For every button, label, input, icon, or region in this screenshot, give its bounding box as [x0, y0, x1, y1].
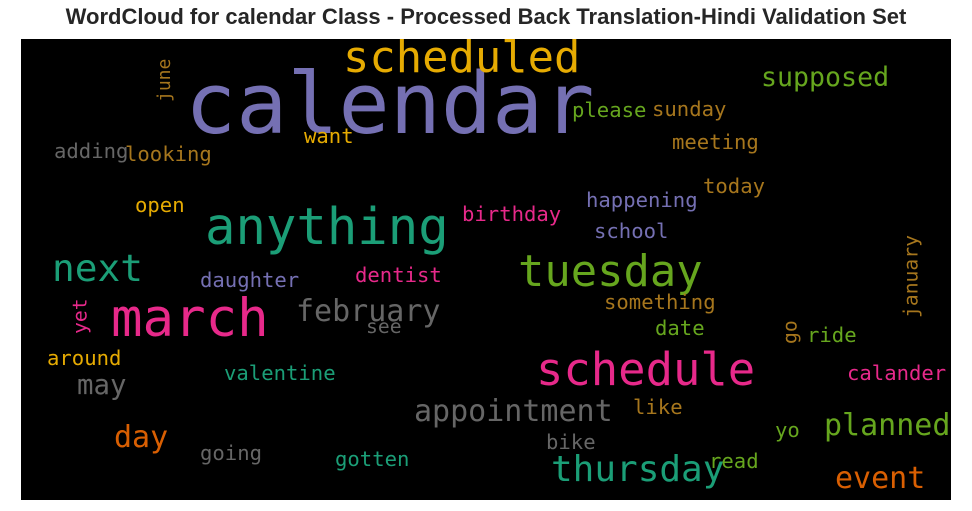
- word-planned: planned: [824, 408, 950, 443]
- word-please: please: [572, 98, 646, 122]
- word-yet: yet: [68, 298, 91, 334]
- word-bike: bike: [546, 430, 596, 454]
- word-january: january: [899, 235, 922, 318]
- word-see: see: [366, 315, 402, 338]
- word-yo: yo: [775, 418, 800, 442]
- word-event: event: [835, 461, 925, 496]
- wordcloud-background: [21, 39, 951, 500]
- word-adding: adding: [54, 139, 128, 163]
- word-calendar: calendar: [185, 55, 594, 154]
- word-ride: ride: [807, 323, 857, 347]
- word-date: date: [655, 316, 705, 340]
- word-february: february: [296, 294, 441, 329]
- word-read: read: [709, 449, 759, 473]
- word-gotten: gotten: [335, 447, 409, 471]
- word-tuesday: tuesday: [518, 246, 703, 297]
- word-june: june: [154, 59, 175, 102]
- word-supposed: supposed: [761, 62, 889, 93]
- word-scheduled: scheduled: [343, 32, 580, 83]
- word-looking: looking: [125, 142, 212, 166]
- word-daughter: daughter: [200, 268, 299, 292]
- word-school: school: [594, 219, 668, 243]
- word-happening: happening: [586, 188, 698, 212]
- word-calander: calander: [847, 361, 946, 385]
- word-meeting: meeting: [672, 130, 759, 154]
- word-may: may: [77, 370, 126, 401]
- word-dentist: dentist: [355, 263, 442, 287]
- word-around: around: [47, 346, 121, 370]
- word-want: want: [304, 124, 354, 148]
- word-appointment: appointment: [414, 394, 613, 429]
- chart-title: WordCloud for calendar Class - Processed…: [65, 4, 907, 29]
- word-valentine: valentine: [224, 361, 336, 385]
- word-sunday: sunday: [652, 97, 726, 121]
- word-open: open: [135, 193, 185, 217]
- word-something: something: [604, 290, 716, 314]
- word-next: next: [52, 246, 143, 290]
- word-schedule: schedule: [536, 343, 755, 396]
- word-birthday: birthday: [462, 202, 561, 226]
- word-thursday: thursday: [551, 449, 724, 490]
- word-day: day: [114, 420, 168, 455]
- word-today: today: [703, 174, 765, 198]
- word-like: like: [633, 395, 683, 419]
- word-march: march: [111, 288, 269, 349]
- word-going: going: [200, 441, 262, 465]
- word-go: go: [778, 320, 801, 344]
- word-anything: anything: [205, 197, 449, 256]
